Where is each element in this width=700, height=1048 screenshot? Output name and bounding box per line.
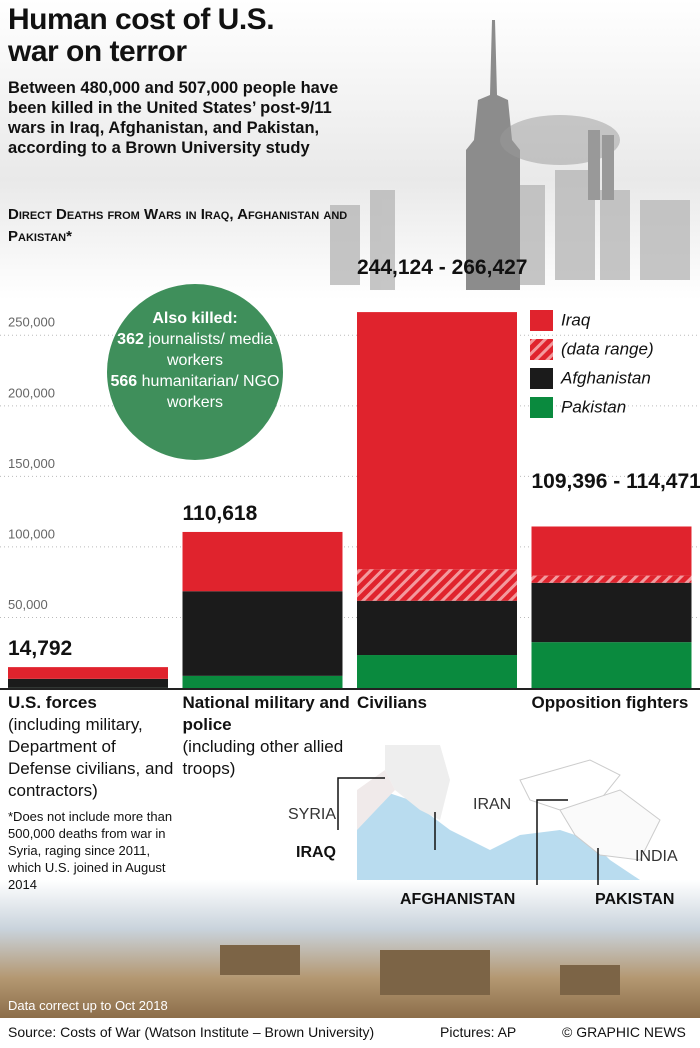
- legend-label: Iraq: [561, 310, 591, 329]
- annotation-heading: Also killed:: [152, 310, 238, 327]
- bar-segment: [182, 675, 343, 688]
- title: Human cost of U.S. war on terror: [8, 3, 275, 68]
- total-label-text: 109,396 - 114,471: [531, 470, 700, 494]
- subtitle: Between 480,000 and 507,000 people have …: [8, 79, 339, 157]
- legend-label: (data range): [561, 339, 654, 358]
- total-label: 244,124 - 266,427: [357, 256, 532, 280]
- vehicles: [220, 945, 620, 995]
- bar-segment: [531, 575, 692, 583]
- map-land: [357, 745, 692, 880]
- legend-swatch: [530, 368, 553, 389]
- map-label: IRAQ: [296, 844, 336, 861]
- category-name: National military and police: [182, 693, 350, 734]
- legend-swatch: [530, 310, 553, 331]
- bar-segment: [182, 591, 343, 676]
- bar-segment: [531, 642, 692, 688]
- total-label-text: 14,792: [8, 637, 73, 661]
- tower: [602, 135, 614, 200]
- category: Opposition fighters: [532, 692, 700, 714]
- total-label: 14,792: [8, 637, 183, 661]
- skyscraper: [466, 20, 520, 290]
- annotation-circle: [107, 284, 283, 460]
- credit: © GRAPHIC NEWS: [562, 1024, 686, 1040]
- label: humanitarian/ NGO workers: [141, 373, 280, 411]
- count: 362: [117, 331, 144, 348]
- total-label: 110,618: [183, 502, 358, 526]
- total-label: 109,396 - 114,471: [532, 470, 700, 494]
- bar-segment: [531, 582, 692, 643]
- category-note: (including other allied troops): [182, 737, 344, 778]
- skyline: [330, 170, 690, 290]
- y-tick-label: 200,000: [8, 385, 55, 400]
- annotation-item: 566 humanitarian/ NGO workers: [110, 371, 280, 413]
- chart-subtitle: Direct Deaths from Wars in Iraq, Afghani…: [8, 206, 348, 245]
- bar-segment: [531, 526, 692, 576]
- map-leaders: [337, 777, 599, 885]
- bar-segment: [357, 569, 517, 601]
- category-name: U.S. forces: [8, 693, 97, 712]
- category-name: Civilians: [357, 693, 427, 712]
- category: National military and police (including o…: [183, 692, 351, 780]
- bar-segment: [182, 531, 343, 592]
- y-tick-label: 100,000: [8, 526, 55, 541]
- footer-band: [0, 1018, 700, 1048]
- category: U.S. forces (including military, Departme…: [8, 692, 176, 802]
- background-desert: [0, 880, 700, 1020]
- category-name: Opposition fighters: [531, 693, 689, 712]
- annotation-item: 362 journalists/ media workers: [110, 329, 280, 371]
- bar-segment: [357, 312, 517, 570]
- y-tick-label: 50,000: [8, 597, 48, 612]
- source: Source: Costs of War (Watson Institute –…: [8, 1024, 375, 1040]
- pictures: Pictures: AP: [440, 1024, 517, 1040]
- y-tick-label: 150,000: [8, 456, 55, 471]
- baseline: [0, 688, 700, 690]
- bar-segment: [357, 655, 517, 688]
- legend-swatch: [530, 339, 553, 360]
- legend-swatch: [530, 397, 553, 418]
- tower: [588, 130, 600, 200]
- category-note: (including military, Department of Defen…: [8, 715, 174, 800]
- data-note: Data correct up to Oct 2018: [8, 998, 168, 1013]
- bar-segment: [8, 667, 168, 679]
- footnote: *Does not include more than 500,000 deat…: [8, 809, 173, 892]
- count: 566: [110, 373, 138, 390]
- map-label: SYRIA: [288, 806, 336, 823]
- legend-label: Pakistan: [561, 397, 626, 416]
- legend-label: Afghanistan: [560, 368, 651, 387]
- y-tick-label: 250,000: [8, 315, 55, 330]
- total-label-text: 244,124 - 266,427: [357, 256, 528, 280]
- map-label: INDIA: [635, 848, 678, 865]
- total-label-text: 110,618: [182, 501, 258, 525]
- map-label: IRAN: [473, 796, 511, 813]
- map-label: AFGHANISTAN: [400, 891, 515, 908]
- bar-segment: [357, 600, 517, 656]
- label: journalists/ media workers: [148, 331, 273, 369]
- map-label: PAKISTAN: [595, 891, 674, 908]
- annotation: Also killed: 362 journalists/ media work…: [110, 308, 280, 413]
- category: Civilians: [357, 692, 525, 714]
- bar-segment: [8, 678, 168, 688]
